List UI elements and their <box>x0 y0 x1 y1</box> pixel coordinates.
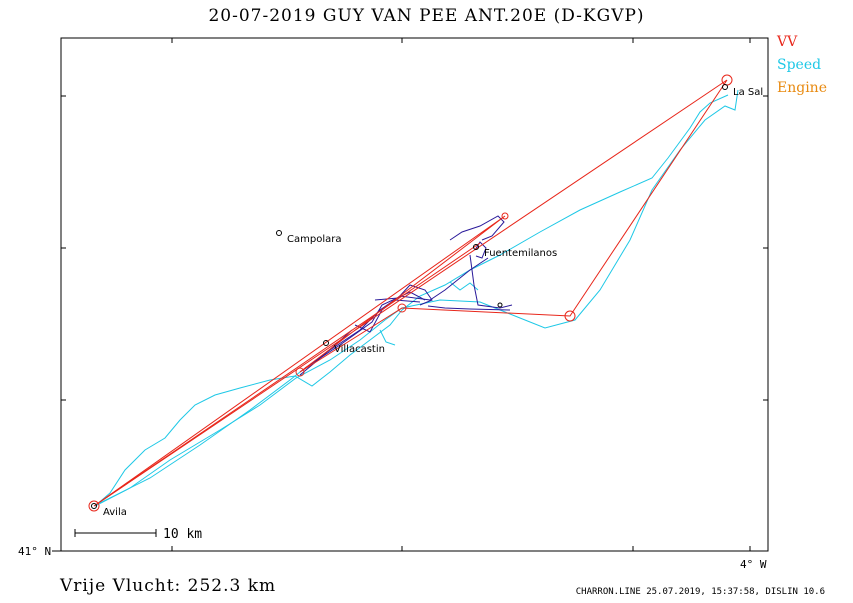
turnpoints <box>88 74 733 512</box>
lat-label: 41° N <box>18 545 51 558</box>
place-avila: Avila <box>103 507 127 518</box>
place-campolara: Campolara <box>287 234 341 245</box>
place-fuentemilanos: Fuentemilanos <box>484 248 557 259</box>
place-villacastin: Villacastin <box>334 344 385 355</box>
lon-label: 4° W <box>740 558 767 571</box>
scale-bar: 10 km <box>74 527 202 542</box>
legend-engine: Engine <box>777 80 827 96</box>
legend-speed: Speed <box>777 57 822 73</box>
speed-track <box>94 89 739 507</box>
scale-bar-label: 10 km <box>163 527 202 542</box>
footer-info: CHARRON.LINE 25.07.2019, 15:37:58, DISLI… <box>575 587 825 597</box>
legend-vv: VV <box>777 34 798 50</box>
distance-summary: Vrije Vlucht: 252.3 km <box>60 576 277 596</box>
map-frame <box>60 37 769 552</box>
place-la-sal: La Sal <box>733 87 763 98</box>
task-lines <box>93 79 728 507</box>
map-title: 20-07-2019 GUY VAN PEE ANT.20E (D-KGVP) <box>208 6 645 26</box>
axis-ticks <box>52 38 768 552</box>
place-markers <box>91 84 728 509</box>
